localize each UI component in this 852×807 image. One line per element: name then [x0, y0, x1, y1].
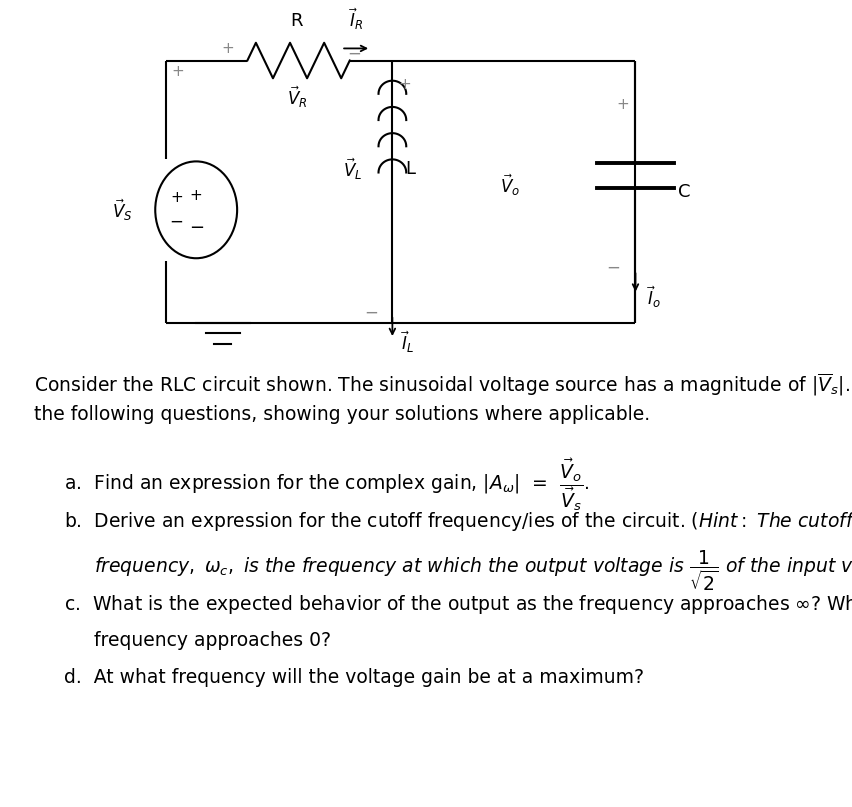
Text: +: +: [616, 98, 628, 112]
Text: −: −: [364, 303, 377, 321]
Text: frequency approaches 0?: frequency approaches 0?: [94, 631, 331, 650]
Text: +: +: [399, 77, 411, 92]
Text: $\mathit{frequency,\ \omega_c,\ is\ the\ frequency\ at\ which\ the\ output\ volt: $\mathit{frequency,\ \omega_c,\ is\ the\…: [94, 549, 852, 593]
Text: b.  Derive an expression for the cutoff frequency/ies of the circuit. $\mathit{(: b. Derive an expression for the cutoff f…: [64, 510, 852, 533]
Text: C: C: [677, 183, 690, 201]
Text: −: −: [606, 259, 619, 277]
Text: −: −: [188, 219, 204, 236]
Text: −: −: [170, 213, 183, 231]
Text: c.  What is the expected behavior of the output as the frequency approaches $\in: c. What is the expected behavior of the …: [64, 593, 852, 617]
Text: Consider the RLC circuit shown. The sinusoidal voltage source has a magnitude of: Consider the RLC circuit shown. The sinu…: [34, 371, 852, 398]
Text: $\vec{V}_S$: $\vec{V}_S$: [112, 197, 132, 223]
Text: $\vec{V}_R$: $\vec{V}_R$: [286, 85, 307, 111]
Text: d.  At what frequency will the voltage gain be at a maximum?: d. At what frequency will the voltage ga…: [64, 668, 643, 688]
Text: $\vec{I}_R$: $\vec{I}_R$: [348, 6, 364, 32]
Text: +: +: [170, 190, 182, 205]
Text: $\vec{I}_L$: $\vec{I}_L$: [400, 329, 414, 355]
Text: $\vec{V}_o$: $\vec{V}_o$: [499, 173, 520, 199]
Text: +: +: [190, 188, 202, 203]
Text: $\vec{I}_o$: $\vec{I}_o$: [646, 284, 660, 310]
Text: a.  Find an expression for the complex gain, $|A_\omega|$  =  $\dfrac{\vec{V}_o}: a. Find an expression for the complex ga…: [64, 456, 589, 512]
Text: +: +: [171, 64, 183, 78]
Text: L: L: [405, 161, 415, 178]
Text: +: +: [222, 41, 233, 56]
Text: R: R: [291, 12, 302, 30]
Text: the following questions, showing your solutions where applicable.: the following questions, showing your so…: [34, 405, 649, 424]
Text: −: −: [347, 44, 360, 62]
Text: $\vec{V}_L$: $\vec{V}_L$: [343, 157, 362, 182]
